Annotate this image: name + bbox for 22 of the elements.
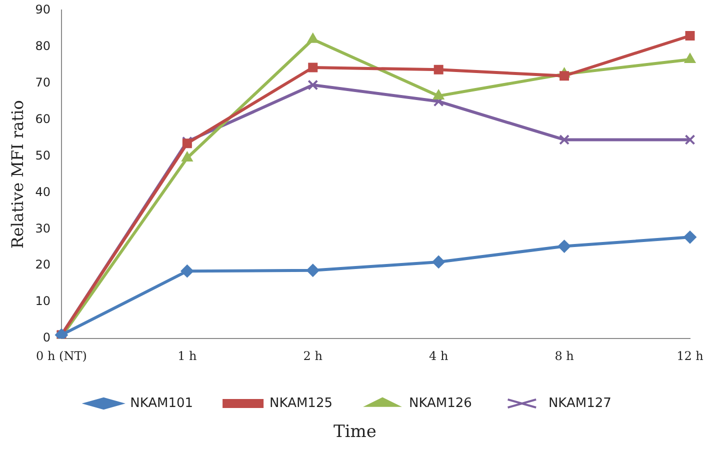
x-tick-label: 0 h (NT) bbox=[36, 348, 87, 363]
y-tick-label: 70 bbox=[35, 75, 50, 90]
legend-label: NKAM126 bbox=[409, 396, 472, 411]
legend-label: NKAM125 bbox=[270, 396, 333, 411]
legend-label: NKAM101 bbox=[130, 396, 194, 411]
y-axis-title: Relative MFI ratio bbox=[8, 100, 27, 249]
y-tick-label: 80 bbox=[35, 38, 50, 53]
y-tick-label: 20 bbox=[35, 258, 50, 272]
y-tick-label: 90 bbox=[35, 2, 50, 16]
y-tick-label: 30 bbox=[35, 221, 50, 236]
x-tick-label: 8 h bbox=[554, 348, 574, 363]
x-tick-label: 12 h bbox=[676, 348, 704, 363]
y-tick-label: 60 bbox=[35, 112, 50, 126]
y-tick-label: 40 bbox=[35, 184, 50, 199]
x-tick-label: 1 h bbox=[178, 348, 198, 363]
x-axis-title: Time bbox=[332, 422, 378, 442]
x-tick-label: 4 h bbox=[428, 348, 448, 363]
y-tick-label: 10 bbox=[35, 294, 50, 308]
y-tick-label: 0 bbox=[42, 330, 50, 345]
x-tick-label: 2 h bbox=[303, 348, 323, 363]
legend-label: NKAM127 bbox=[548, 396, 612, 411]
y-tick-label: 50 bbox=[35, 148, 50, 162]
